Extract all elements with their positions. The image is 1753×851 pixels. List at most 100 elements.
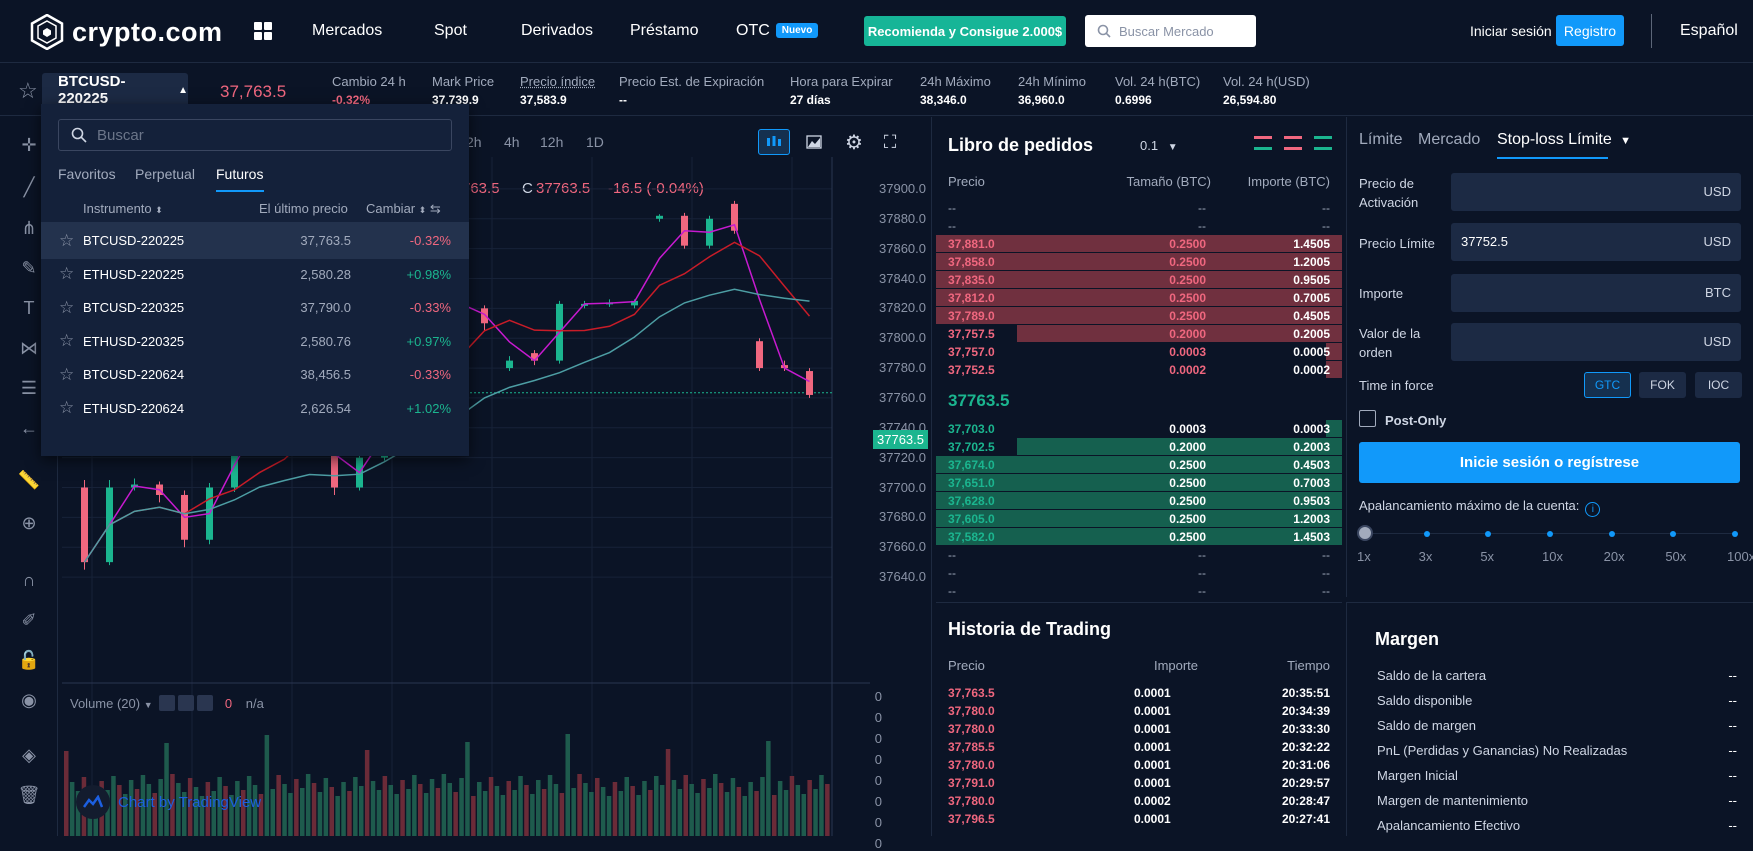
bid-row[interactable]: 37,628.0 0.2500 0.9503 — [936, 492, 1342, 510]
bid-row[interactable]: 37,605.0 0.2500 1.2003 — [936, 510, 1342, 528]
instrument-row[interactable]: ☆ ETHUSD-220624 2,626.54 +1.02% — [41, 390, 469, 427]
trend-line-icon[interactable]: ╱ — [16, 174, 42, 200]
nav-spot[interactable]: Spot — [434, 22, 467, 40]
leverage-dot[interactable] — [1609, 531, 1615, 537]
tab-stop-loss-limite[interactable]: Stop-loss Límite ▼ — [1497, 131, 1631, 149]
instrument-row[interactable]: ☆ BTCUSD-220225 37,763.5 -0.32% — [41, 222, 469, 259]
pitchfork-icon[interactable]: ⋔ — [16, 215, 42, 241]
trash-icon[interactable]: 🗑 — [16, 782, 42, 808]
login-or-register-button[interactable]: Inicie sesión o regístrese — [1359, 442, 1740, 483]
instrument-search-input[interactable]: Buscar — [58, 119, 452, 151]
crypto-com-logo[interactable]: crypto.com — [30, 14, 223, 50]
lock-icon[interactable]: 🔓 — [16, 647, 42, 673]
limit-price-input[interactable]: 37752.5 USD — [1451, 223, 1741, 261]
ask-row[interactable]: 37,757.0 0.0003 0.0005 — [936, 343, 1342, 361]
indicator-settings-icon[interactable] — [159, 695, 175, 711]
tif-ioc-button[interactable]: IOC — [1695, 372, 1742, 398]
symbol-selector[interactable]: BTCUSD-220225 ▲ — [42, 73, 188, 107]
star-icon[interactable]: ☆ — [59, 298, 74, 318]
tif-gtc-button[interactable]: GTC — [1584, 372, 1631, 398]
activation-price-input[interactable]: USD — [1451, 173, 1741, 211]
star-icon[interactable]: ☆ — [59, 365, 74, 385]
star-icon[interactable]: ☆ — [59, 231, 74, 251]
bid-row[interactable]: 37,582.0 0.2500 1.4503 — [936, 528, 1342, 546]
bid-row[interactable]: 37,703.0 0.0003 0.0003 — [936, 420, 1342, 438]
nav-mercados[interactable]: Mercados — [312, 22, 382, 40]
order-value-input[interactable]: USD — [1451, 323, 1741, 361]
indicator-close-icon[interactable] — [197, 695, 213, 711]
ask-row[interactable]: 37,757.5 0.2000 0.2005 — [936, 325, 1342, 343]
instrument-row[interactable]: ☆ ETHUSD-220325 2,580.76 +0.97% — [41, 323, 469, 360]
info-icon[interactable]: i — [1585, 502, 1600, 517]
tab-limite[interactable]: Límite — [1359, 131, 1403, 149]
ruler-icon[interactable]: 📏 — [16, 467, 42, 493]
col-cambiar[interactable]: Cambiar ⬍ ⇆ — [366, 201, 441, 217]
swap-icon[interactable]: ⇆ — [430, 201, 441, 216]
leverage-dot[interactable] — [1424, 531, 1430, 537]
indicator-gear-icon[interactable] — [178, 695, 194, 711]
volume-indicator-label[interactable]: Volume (20) ▼ 0 n/a — [70, 695, 264, 711]
instrument-row[interactable]: ☆ BTCUSD-220325 37,790.0 -0.33% — [41, 289, 469, 326]
tab-perpetual[interactable]: Perpetual — [135, 166, 195, 182]
trade-price: 37,763.5 — [948, 686, 995, 700]
leverage-dot[interactable] — [1732, 531, 1738, 537]
ask-row[interactable]: 37,789.0 0.2500 0.4505 — [936, 307, 1342, 325]
volume-bar — [489, 777, 494, 836]
eye-icon[interactable]: ◉ — [16, 687, 42, 713]
arrow-left-icon[interactable]: ← — [16, 415, 42, 441]
tab-futuros[interactable]: Futuros — [216, 166, 263, 182]
ask-row[interactable]: 37,835.0 0.2500 0.9505 — [936, 271, 1342, 289]
leverage-dot[interactable] — [1547, 531, 1553, 537]
favorite-star-icon[interactable]: ☆ — [18, 78, 38, 104]
fib-tool-icon[interactable]: ☰ — [16, 375, 42, 401]
instrument-row[interactable]: ☆ ETHUSD-220225 2,580.28 +0.98% — [41, 256, 469, 293]
view-bids-icon[interactable] — [1314, 136, 1332, 150]
instrument-row[interactable]: ☆ BTCUSD-220624 38,456.5 -0.33% — [41, 356, 469, 393]
pencil-lock-icon[interactable]: ✐ — [16, 607, 42, 633]
view-both-icon[interactable] — [1254, 136, 1272, 150]
bid-row[interactable]: 37,702.5 0.2000 0.2003 — [936, 438, 1342, 456]
star-icon[interactable]: ☆ — [59, 331, 74, 351]
crosshair-icon[interactable]: ✛ — [16, 132, 42, 158]
nav-otc[interactable]: OTC Nuevo — [736, 22, 818, 40]
trade-history-title: Historia de Trading — [948, 619, 1111, 640]
leverage-dot[interactable] — [1485, 531, 1491, 537]
amount-input[interactable]: BTC — [1451, 274, 1741, 312]
star-icon[interactable]: ☆ — [59, 398, 74, 418]
ask-row[interactable]: 37,858.0 0.2500 1.2005 — [936, 253, 1342, 271]
tradingview-attribution[interactable]: Chart by TradingView — [76, 785, 261, 819]
nav-derivados[interactable]: Derivados — [521, 22, 593, 40]
leverage-dot[interactable] — [1670, 531, 1676, 537]
magnet-icon[interactable]: ∩ — [16, 567, 42, 593]
referral-promo-button[interactable]: Recomienda y Consigue 2.000$ — [864, 16, 1066, 46]
apps-grid-icon[interactable] — [254, 22, 272, 40]
bid-row[interactable]: 37,674.0 0.2500 0.4503 — [936, 456, 1342, 474]
star-icon[interactable]: ☆ — [59, 264, 74, 284]
bid-row[interactable]: 37,651.0 0.2500 0.7003 — [936, 474, 1342, 492]
brush-icon[interactable]: ✎ — [16, 255, 42, 281]
post-only-checkbox[interactable] — [1359, 410, 1376, 427]
nav-prestamo[interactable]: Préstamo — [630, 22, 698, 40]
fullscreen-icon[interactable]: ⛶ — [874, 129, 906, 155]
layers-icon[interactable]: ◈ — [16, 742, 42, 768]
tab-favoritos[interactable]: Favoritos — [58, 166, 116, 182]
zoom-in-icon[interactable]: ⊕ — [16, 510, 42, 536]
language-selector[interactable]: Español — [1680, 22, 1738, 40]
view-asks-icon[interactable] — [1284, 136, 1302, 150]
price-step-select[interactable]: 0.1 ▼ — [1140, 138, 1178, 153]
market-search-input[interactable]: Buscar Mercado — [1085, 15, 1256, 47]
register-button[interactable]: Registro — [1556, 15, 1624, 46]
login-link[interactable]: Iniciar sesión — [1470, 23, 1552, 39]
volume-bar — [754, 791, 759, 836]
col-instrumento[interactable]: Instrumento ⬍ — [83, 201, 163, 216]
chevron-down-icon[interactable]: ▼ — [144, 700, 153, 710]
ask-row[interactable]: 37,752.5 0.0002 0.0002 — [936, 361, 1342, 379]
pattern-icon[interactable]: ⋈ — [16, 335, 42, 361]
tab-mercado[interactable]: Mercado — [1418, 131, 1480, 149]
leverage-knob[interactable] — [1357, 525, 1373, 541]
ask-row[interactable]: 37,881.0 0.2500 1.4505 — [936, 235, 1342, 253]
stat-index-price[interactable]: Precio índice 37,583.9 — [520, 74, 595, 107]
tif-fok-button[interactable]: FOK — [1639, 372, 1686, 398]
ask-row[interactable]: 37,812.0 0.2500 0.7005 — [936, 289, 1342, 307]
text-tool-icon[interactable]: T — [16, 295, 42, 321]
